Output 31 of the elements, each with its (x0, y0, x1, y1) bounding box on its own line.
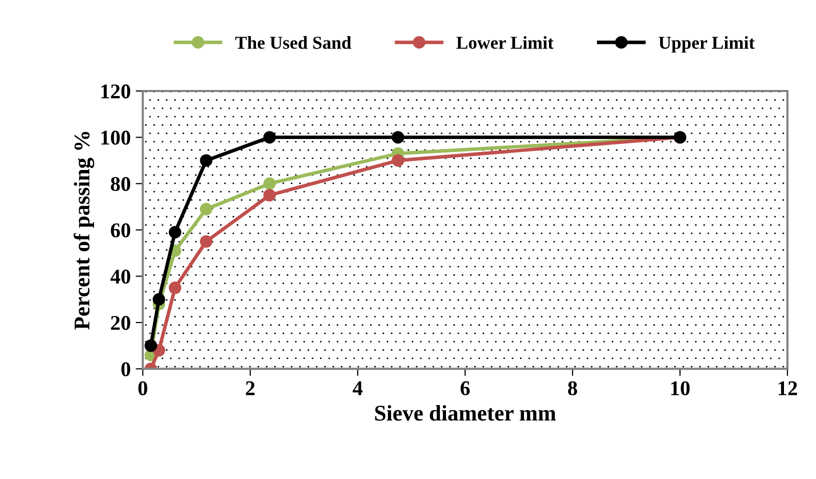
legend-label: Upper Limit (658, 36, 755, 53)
x-axis-title: Sieve diameter mm (375, 405, 556, 421)
x-tick-label: 10 (671, 381, 690, 396)
x-tick-label: 4 (352, 381, 362, 396)
y-tick-label: 60 (110, 223, 130, 238)
legend-label: Lower Limit (456, 36, 554, 49)
y-tick-label: 40 (110, 270, 130, 284)
point (200, 202, 212, 216)
x-tick-label: 8 (568, 381, 578, 396)
point (392, 131, 404, 144)
point (200, 154, 212, 167)
y-tick-label: 80 (110, 176, 130, 192)
legend-label: The Used Sand (235, 36, 352, 49)
point (263, 188, 276, 202)
x-tick-label: 2 (246, 381, 255, 396)
y-tick-label: 120 (101, 84, 130, 98)
x-tick-label: 12 (778, 381, 797, 396)
point (263, 177, 276, 190)
point (168, 282, 182, 294)
point (263, 131, 276, 144)
x-tick-label: 0 (138, 381, 148, 396)
y-tick-label: 20 (111, 316, 130, 330)
point (144, 339, 158, 352)
y-axis-title: Percent of passing % (74, 132, 94, 330)
point (168, 226, 182, 238)
y-tick-label: 100 (101, 130, 130, 145)
x-tick-label: 6 (460, 381, 470, 396)
y-tick-label: 0 (121, 362, 130, 376)
point (200, 235, 212, 248)
point (152, 293, 166, 306)
point (392, 154, 404, 167)
